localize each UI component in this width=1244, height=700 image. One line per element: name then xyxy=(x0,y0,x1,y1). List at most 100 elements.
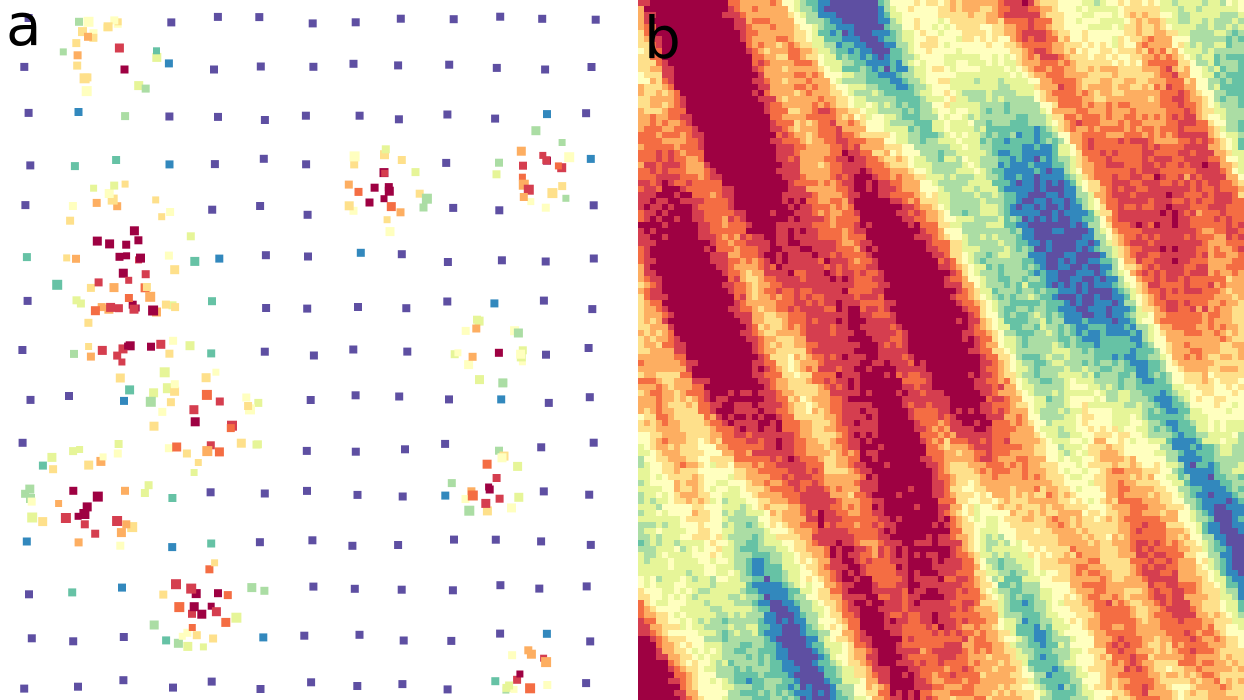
field-cell xyxy=(764,108,770,114)
field-cell xyxy=(692,180,698,186)
field-cell xyxy=(644,198,650,204)
field-cell xyxy=(968,168,974,174)
field-cell xyxy=(1172,18,1178,24)
field-cell xyxy=(842,78,848,84)
field-cell xyxy=(806,90,812,96)
field-cell xyxy=(698,216,704,222)
field-cell xyxy=(680,252,686,258)
field-cell xyxy=(710,138,716,144)
field-cell xyxy=(1148,114,1154,120)
field-cell xyxy=(1034,30,1040,36)
field-cell xyxy=(746,78,752,84)
field-cell xyxy=(884,246,890,252)
field-cell xyxy=(1214,180,1220,186)
field-cell xyxy=(884,126,890,132)
field-cell xyxy=(1076,198,1082,204)
field-cell xyxy=(1226,12,1232,18)
sample-square xyxy=(492,63,501,72)
field-cell xyxy=(944,102,950,108)
field-cell xyxy=(1034,258,1040,264)
field-cell xyxy=(1130,174,1136,180)
field-cell xyxy=(668,216,674,222)
field-cell xyxy=(836,30,842,36)
field-cell xyxy=(686,180,692,186)
field-cell xyxy=(818,126,824,132)
field-cell xyxy=(1142,96,1148,102)
field-cell xyxy=(884,234,890,240)
field-cell xyxy=(1214,24,1220,30)
field-cell xyxy=(752,264,758,270)
field-cell xyxy=(1034,18,1040,24)
field-cell xyxy=(1070,72,1076,78)
field-cell xyxy=(920,150,926,156)
field-cell xyxy=(992,246,998,252)
field-cell xyxy=(866,150,872,156)
field-cell xyxy=(1178,66,1184,72)
field-cell xyxy=(1130,108,1136,114)
field-cell xyxy=(692,120,698,126)
field-cell xyxy=(698,60,704,66)
field-cell xyxy=(1160,6,1166,12)
field-cell xyxy=(1166,102,1172,108)
field-cell xyxy=(1040,126,1046,132)
field-cell xyxy=(788,156,794,162)
field-cell xyxy=(716,270,722,276)
field-cell xyxy=(1232,132,1238,138)
sample-square xyxy=(535,584,544,593)
sample-square xyxy=(149,388,159,398)
field-cell xyxy=(962,234,968,240)
field-cell xyxy=(890,162,896,168)
field-cell xyxy=(1190,114,1196,120)
field-cell xyxy=(830,12,836,18)
field-cell xyxy=(1160,36,1166,42)
field-cell xyxy=(1190,216,1196,222)
field-cell xyxy=(764,132,770,138)
field-cell xyxy=(884,90,890,96)
field-cell xyxy=(1124,210,1130,216)
field-cell xyxy=(1118,198,1124,204)
field-cell xyxy=(644,270,650,276)
field-cell xyxy=(980,132,986,138)
field-cell xyxy=(1004,216,1010,222)
field-cell xyxy=(776,24,782,30)
field-cell xyxy=(716,138,722,144)
sample-square xyxy=(84,32,92,41)
field-cell xyxy=(650,48,656,54)
field-cell xyxy=(692,234,698,240)
field-cell xyxy=(944,48,950,54)
field-cell xyxy=(1046,240,1052,246)
field-cell xyxy=(1070,174,1076,180)
field-cell xyxy=(1214,204,1220,210)
field-cell xyxy=(1178,132,1184,138)
field-cell xyxy=(974,240,980,246)
sample-square xyxy=(89,33,98,42)
field-cell xyxy=(1064,120,1070,126)
field-cell xyxy=(1196,186,1202,192)
field-cell xyxy=(764,192,770,198)
field-cell xyxy=(788,168,794,174)
sample-square xyxy=(492,170,501,179)
field-cell xyxy=(1184,186,1190,192)
field-cell xyxy=(1028,204,1034,210)
field-cell xyxy=(1142,30,1148,36)
sample-square xyxy=(199,643,207,651)
field-cell xyxy=(656,240,662,246)
field-cell xyxy=(710,150,716,156)
field-cell xyxy=(884,132,890,138)
field-cell xyxy=(830,24,836,30)
field-cell xyxy=(752,228,758,234)
field-cell xyxy=(902,186,908,192)
field-cell xyxy=(1190,0,1196,6)
field-cell xyxy=(692,138,698,144)
field-cell xyxy=(932,138,938,144)
field-cell xyxy=(1088,84,1094,90)
field-cell xyxy=(986,258,992,264)
field-cell xyxy=(866,204,872,210)
field-cell xyxy=(1064,18,1070,24)
field-cell xyxy=(716,186,722,192)
sample-square xyxy=(350,584,359,593)
field-cell xyxy=(812,150,818,156)
field-cell xyxy=(908,126,914,132)
field-cell xyxy=(722,168,728,174)
field-cell xyxy=(992,156,998,162)
